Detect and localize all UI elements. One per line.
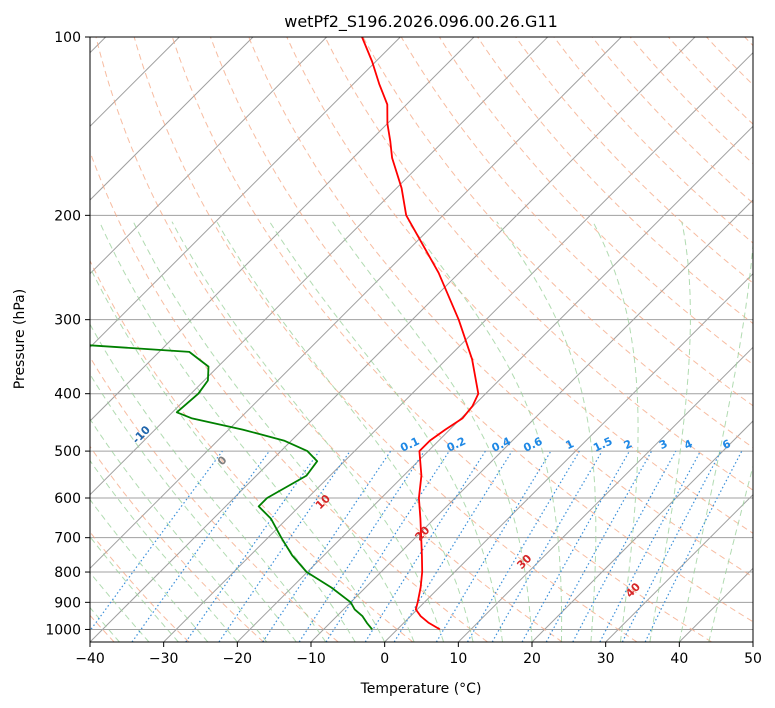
- dry-adiabat-line: [400, 37, 753, 407]
- dry-adiabat-line: [591, 37, 753, 204]
- moist-adiabat-line: [90, 459, 238, 642]
- moist-adiabat-line: [407, 221, 563, 642]
- x-axis-label: Temperature (°C): [360, 681, 482, 697]
- dry-adiabat-line: [90, 259, 414, 642]
- x-tick-label: 0: [380, 651, 389, 667]
- isotherm-line: [90, 37, 328, 275]
- moist-adiabat-line: [332, 221, 533, 642]
- dry-adiabat-line: [324, 37, 753, 491]
- x-tick-label: 20: [523, 651, 541, 667]
- moist-adiabat-line: [649, 221, 691, 642]
- isotherm-line: [90, 37, 401, 349]
- dry-adiabat-line: [133, 37, 638, 642]
- mixing-ratio-line: [218, 450, 351, 642]
- mixing-ratio-line: [90, 450, 223, 632]
- chart-title: wetPf2_S196.2026.096.00.26.G11: [284, 12, 558, 32]
- dry-adiabat-line: [90, 445, 264, 642]
- moist-adiabat-line: [678, 238, 753, 642]
- y-tick-label: 400: [54, 387, 81, 403]
- y-tick-label: 500: [54, 444, 81, 460]
- mixing-ratio-line: [644, 450, 743, 642]
- dry-adiabat-line: [362, 37, 753, 449]
- x-tick-label: 30: [597, 651, 615, 667]
- mixing-ratio-line: [393, 450, 513, 642]
- dry-adiabat-line: [515, 37, 753, 284]
- x-tick-label: −40: [75, 651, 105, 667]
- y-axis-label: Pressure (hPa): [12, 289, 28, 389]
- dry-adiabat-line: [95, 37, 563, 642]
- moist-adiabat-line: [269, 221, 503, 642]
- axis-ticks: −40 −30 −20 −10 0 10 20 30 40 50 1000 900 800 700 600 5…: [45, 30, 762, 667]
- y-tick-label: 300: [54, 313, 81, 329]
- isotherm-line: [236, 125, 753, 642]
- moist-adiabat-line: [132, 221, 415, 642]
- y-tick-label: 200: [54, 208, 81, 224]
- isotherm-line: [90, 37, 475, 422]
- isotherm-line: [384, 272, 753, 642]
- moist-adiabat-line: [90, 498, 209, 642]
- isotherm-line: [90, 37, 696, 642]
- plot-frame: [89, 36, 754, 643]
- dewpoint-profile: [90, 344, 373, 630]
- moist-adiabat-line: [90, 373, 297, 642]
- mixing-ratio-line: [521, 450, 631, 642]
- isotherm-line: [90, 37, 549, 496]
- isotherm-line: [90, 37, 622, 570]
- mixing-ratio-line: [325, 450, 450, 642]
- dry-adiabat-line: [248, 37, 753, 578]
- mixing-ratio-line: [262, 450, 392, 642]
- isotherm-line: [531, 420, 753, 642]
- moist-adiabat-line: [171, 221, 445, 642]
- y-tick-label: 1000: [45, 622, 81, 638]
- moist-adiabat-line: [496, 221, 597, 642]
- x-tick-label: −10: [296, 651, 326, 667]
- plot-area: -100-90-80-70-60-50-40-30-20-10010203040…: [90, 37, 753, 642]
- mixing-ratio-line: [572, 450, 677, 642]
- y-tick-label: 100: [54, 30, 81, 46]
- dry-adiabat-line: [171, 37, 712, 642]
- x-tick-label: −20: [223, 651, 253, 667]
- moist-adiabat-line: [216, 221, 474, 642]
- mixing-ratio-line: [185, 450, 320, 642]
- x-tick-label: 40: [670, 651, 688, 667]
- y-tick-label: 600: [54, 491, 81, 507]
- moist-adiabat-line: [90, 266, 356, 642]
- y-tick-label: 900: [54, 595, 81, 611]
- moist-adiabat-line: [90, 323, 327, 642]
- dry-adiabat-line: [477, 37, 753, 325]
- temperature-profile: [361, 37, 480, 631]
- x-tick-label: 50: [744, 651, 762, 667]
- dry-adiabat-line: [629, 37, 753, 165]
- mixing-ratio-line: [545, 450, 653, 642]
- isotherm-line: [457, 346, 753, 642]
- y-tick-label: 700: [54, 531, 81, 547]
- x-tick-label: 10: [449, 651, 467, 667]
- isotherm-line: [90, 37, 254, 201]
- mixing-ratio-line: [298, 450, 425, 642]
- x-tick-label: −30: [149, 651, 179, 667]
- y-tick-label: 800: [54, 565, 81, 581]
- moist-adiabat-line: [90, 418, 268, 642]
- mixing-ratio-line: [131, 450, 270, 642]
- isotherm-line: [605, 493, 753, 642]
- moist-adiabat-line: [592, 221, 639, 642]
- moist-adiabat-line: [99, 221, 386, 642]
